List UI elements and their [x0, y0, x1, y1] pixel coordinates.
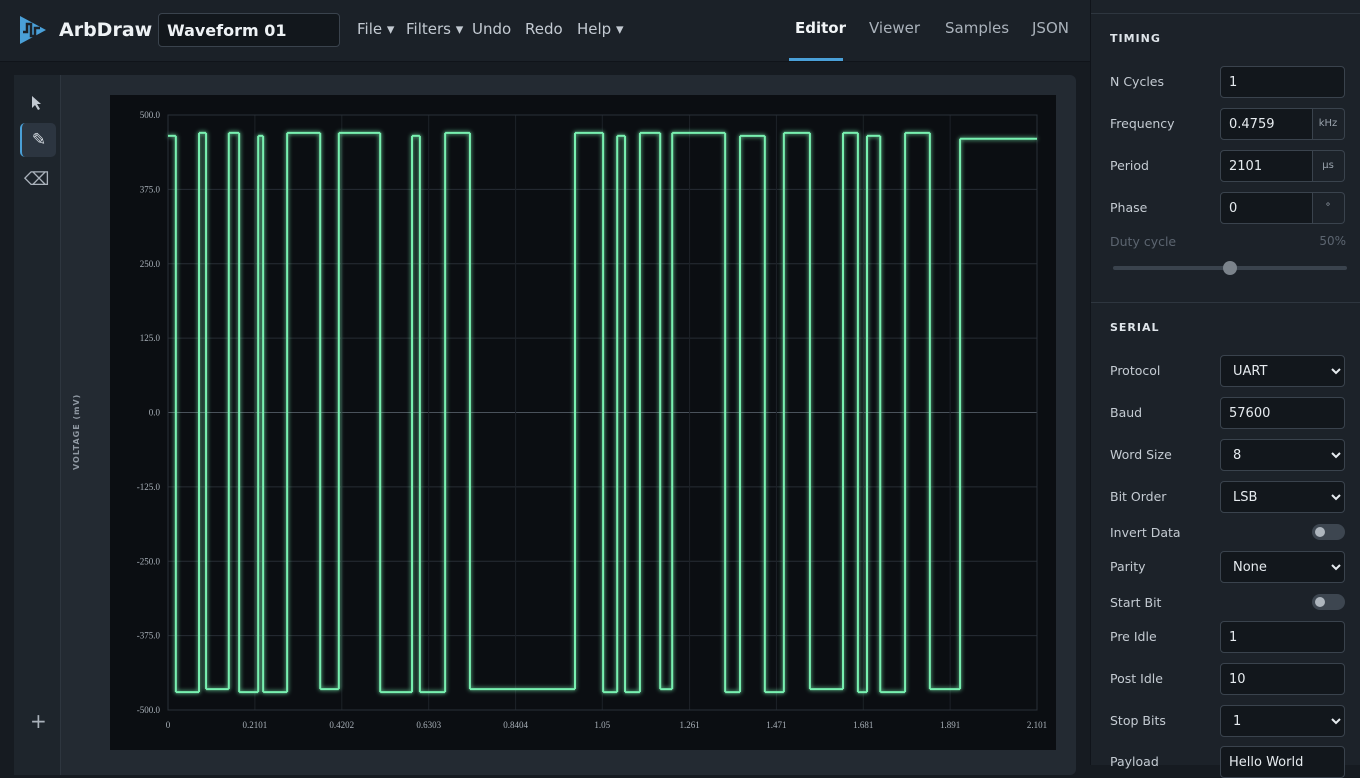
y-tick-label: 250.0 [140, 259, 161, 269]
slider-thumb[interactable] [1223, 261, 1237, 275]
field-label: Invert Data [1110, 525, 1181, 540]
x-tick-label: 1.471 [766, 720, 786, 730]
x-tick-label: 1.681 [853, 720, 873, 730]
logo [20, 16, 46, 44]
input-box [1220, 621, 1345, 653]
field-label: Post Idle [1110, 671, 1163, 686]
x-tick-label: 0.2101 [243, 720, 268, 730]
chart: 500.0 375.0 250.0 125.0 0.0 -125.0 -250.0 -375.… [110, 95, 1056, 750]
section-title: TIMING [1110, 32, 1161, 45]
section-title: SERIAL [1110, 321, 1160, 334]
field-label: Pre Idle [1110, 629, 1157, 644]
x-tick-label: 1.05 [594, 720, 610, 730]
text-input[interactable] [1220, 663, 1345, 695]
field-label: Protocol [1110, 363, 1161, 378]
text-input[interactable] [1220, 108, 1313, 140]
x-tick-label: 1.891 [940, 720, 960, 730]
unit: kHz [1312, 108, 1345, 140]
menu-item[interactable]: Filters ▾ [406, 20, 464, 38]
toggle[interactable] [1312, 594, 1345, 610]
menu-item[interactable]: Undo [472, 20, 512, 38]
y-axis-label: VOLTAGE (mV) [72, 393, 81, 470]
duty-cycle-value: 50% [1319, 234, 1346, 248]
divider [1091, 13, 1360, 14]
tab[interactable]: Editor [795, 19, 846, 37]
field-label: Word Size [1110, 447, 1172, 462]
y-tick-label: 0.0 [149, 408, 161, 418]
y-tick-label: 500.0 [140, 110, 161, 120]
text-input[interactable] [1220, 746, 1345, 778]
text-input[interactable] [1220, 621, 1345, 653]
menu-item[interactable]: Redo [525, 20, 563, 38]
tab[interactable]: Samples [945, 19, 1010, 37]
field-label: N Cycles [1110, 74, 1164, 89]
tab[interactable]: Viewer [869, 19, 920, 37]
field-label: Parity [1110, 559, 1146, 574]
menu-item[interactable]: File ▾ [357, 20, 395, 38]
draw-tool[interactable]: ✎ [20, 123, 56, 157]
input-box: µs [1220, 150, 1345, 182]
y-tick-label: -500.0 [137, 705, 161, 715]
field-label: Period [1110, 158, 1149, 173]
x-tick-label: 2.101 [1027, 720, 1047, 730]
divider [1091, 302, 1360, 303]
series [168, 131, 1037, 694]
unit: µs [1312, 150, 1345, 182]
input-box [1220, 397, 1345, 429]
input-box: kHz [1220, 108, 1345, 140]
y-tick-label: -125.0 [137, 482, 161, 492]
header: ArbDraw File ▾ Filters ▾ Undo Redo Help ▾ Ed… [0, 0, 1090, 62]
select[interactable]: 8 [1220, 439, 1345, 471]
field-label: Start Bit [1110, 595, 1162, 610]
x-tick-label: 0.8404 [503, 720, 528, 730]
app-name: ArbDraw [59, 19, 153, 41]
plot-border [167, 114, 1038, 711]
y-tick-label: -250.0 [137, 556, 161, 566]
y-tick-label: -375.0 [137, 631, 161, 641]
input-box [1220, 746, 1345, 778]
text-input[interactable] [1220, 150, 1313, 182]
settings-panel: TIMING Duty cycle 50% SERIAL N Cycles Fre… [1090, 0, 1360, 778]
file-name-input[interactable] [158, 13, 340, 47]
erase-tool[interactable]: ⌫ [24, 169, 50, 190]
y-tick-label: 125.0 [140, 333, 161, 343]
zoom-in[interactable]: + [30, 709, 47, 733]
input-box: ° [1220, 192, 1345, 224]
x-tick-label: 0.4202 [329, 720, 354, 730]
field-label: Baud [1110, 405, 1143, 420]
toolbar: ✎ ⌫ + [14, 75, 61, 775]
text-input[interactable] [1220, 66, 1345, 98]
menu-item[interactable]: Help ▾ [577, 20, 624, 38]
x-tick-label: 0 [166, 720, 171, 730]
select[interactable]: LSB [1220, 481, 1345, 513]
x-tick-label: 0.6303 [416, 720, 441, 730]
select[interactable]: 1 [1220, 705, 1345, 737]
select[interactable]: UART [1220, 355, 1345, 387]
field-label: Frequency [1110, 116, 1175, 131]
field-label: Bit Order [1110, 489, 1167, 504]
field-label: Duty cycle [1110, 234, 1177, 249]
y-tick-label: 375.0 [140, 184, 161, 194]
field-label: Phase [1110, 200, 1148, 215]
select-tool[interactable] [30, 95, 44, 111]
active-tab-indicator [789, 58, 843, 61]
input-box [1220, 663, 1345, 695]
input-box [1220, 66, 1345, 98]
unit: ° [1312, 192, 1345, 224]
text-input[interactable] [1220, 192, 1313, 224]
x-tick-label: 1.261 [679, 720, 699, 730]
select[interactable]: None [1220, 551, 1345, 583]
text-input[interactable] [1220, 397, 1345, 429]
field-label: Payload [1110, 754, 1159, 769]
tab[interactable]: JSON [1032, 19, 1069, 37]
toggle[interactable] [1312, 524, 1345, 540]
field-label: Stop Bits [1110, 713, 1166, 728]
